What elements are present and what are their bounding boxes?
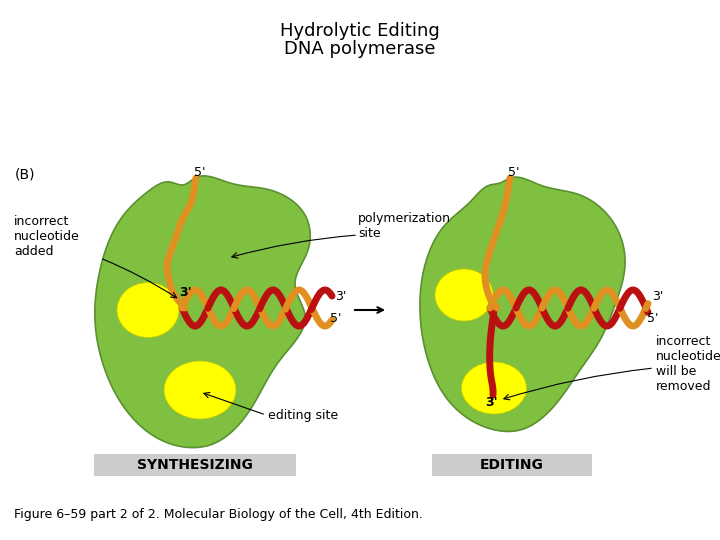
Text: incorrect
nucleotide
added: incorrect nucleotide added	[14, 215, 80, 258]
FancyBboxPatch shape	[432, 454, 592, 476]
Text: (B): (B)	[15, 168, 35, 182]
Text: 5': 5'	[508, 165, 520, 179]
Text: 5': 5'	[647, 312, 659, 325]
FancyBboxPatch shape	[94, 454, 296, 476]
Text: 5': 5'	[330, 312, 341, 325]
Text: DNA polymerase: DNA polymerase	[284, 40, 436, 58]
Text: editing site: editing site	[268, 408, 338, 422]
Text: SYNTHESIZING: SYNTHESIZING	[137, 458, 253, 472]
Text: Hydrolytic Editing: Hydrolytic Editing	[280, 22, 440, 40]
Text: incorrect
nucleotide
will be
removed: incorrect nucleotide will be removed	[656, 335, 720, 393]
Ellipse shape	[435, 269, 493, 321]
Text: 3': 3'	[180, 286, 192, 299]
Text: EDITING: EDITING	[480, 458, 544, 472]
Text: 5': 5'	[194, 165, 206, 179]
Polygon shape	[95, 176, 310, 448]
Ellipse shape	[164, 361, 236, 419]
Ellipse shape	[117, 282, 179, 338]
Text: 3': 3'	[485, 396, 498, 409]
Polygon shape	[420, 177, 625, 431]
Text: 3': 3'	[652, 289, 663, 302]
Text: 3': 3'	[335, 289, 346, 302]
Text: Figure 6–59 part 2 of 2. Molecular Biology of the Cell, 4th Edition.: Figure 6–59 part 2 of 2. Molecular Biolo…	[14, 508, 423, 521]
Text: polymerization
site: polymerization site	[358, 212, 451, 240]
Ellipse shape	[462, 362, 526, 414]
